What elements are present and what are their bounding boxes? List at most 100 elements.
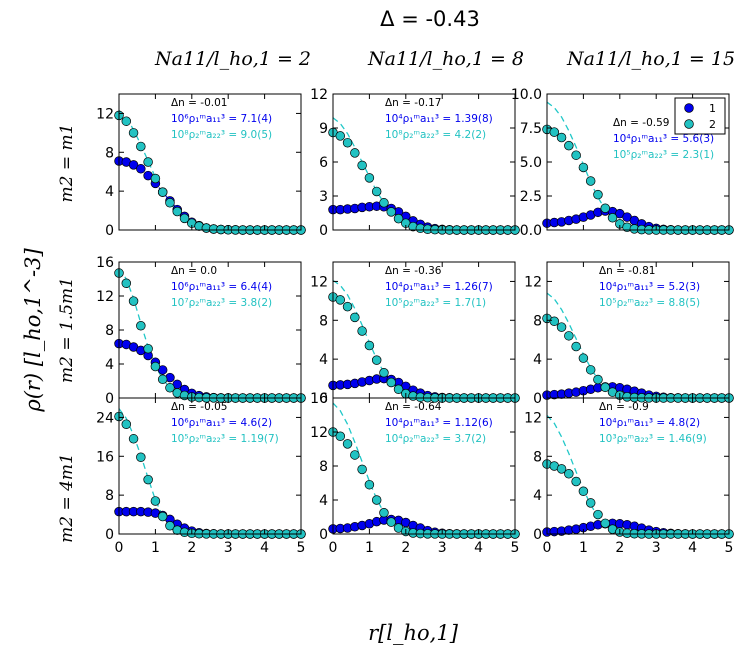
point-series-2 — [121, 419, 132, 429]
point-series-2 — [172, 206, 182, 217]
y-tick-label: 3 — [319, 189, 328, 205]
annotation-delta-n: Δn = -0.36 — [385, 265, 442, 277]
point-series-2 — [335, 131, 346, 141]
point-series-1 — [128, 160, 139, 170]
y-tick-label: 12 — [524, 410, 542, 426]
fit-line-1 — [118, 159, 301, 231]
x-tick-label: 2 — [401, 540, 410, 556]
annotation-delta-n: Δn = -0.81 — [599, 265, 655, 277]
y-tick-label: 0 — [533, 527, 542, 543]
annotation-rho2: 10³ρ₂ᵐa₂₂³ = 1.46(9) — [599, 433, 707, 445]
point-series-2 — [564, 469, 574, 479]
point-series-2 — [128, 128, 139, 138]
x-tick-label: 3 — [224, 540, 233, 556]
y-tick-label: 24 — [96, 410, 114, 426]
y-tick-label: 8 — [319, 459, 328, 475]
y-tick-label: 12 — [524, 274, 542, 290]
plot-frame — [546, 397, 730, 535]
point-series-2 — [571, 476, 581, 487]
point-series-2 — [150, 361, 161, 372]
point-series-2 — [143, 474, 153, 485]
col-title-2: Na11/l_ho,1 = 8 — [367, 48, 524, 70]
point-series-2 — [165, 520, 175, 531]
x-tick-label: 5 — [725, 540, 734, 556]
y-tick-label: 16 — [96, 449, 114, 465]
y-tick-label: 0.0 — [520, 223, 542, 239]
annotation-rho2: 10⁴ρ₂ᵐa₂₂³ = 3.7(2) — [385, 433, 486, 445]
annotation-delta-n: Δn = -0.59 — [613, 117, 669, 129]
panel-r1-c2: 0 3 6 9 12 Δn = -0.17 10⁴ρ₁ᵐa₁₁³ = 1.39(8) 10⁸ρ… — [310, 87, 520, 239]
y-tick-label: 9 — [319, 121, 328, 137]
y-tick-label: 16 — [96, 255, 114, 271]
annotation-delta-n: Δn = -0.64 — [385, 401, 442, 413]
y-tick-label: 10.0 — [511, 87, 542, 103]
point-series-2 — [342, 137, 353, 148]
point-series-2 — [593, 189, 603, 200]
point-series-2 — [593, 509, 603, 520]
annotation-rho1: 10⁶ρ₁ᵐa₁₁³ = 6.4(4) — [171, 281, 272, 293]
y-tick-label: 12 — [96, 106, 114, 122]
y-tick-label: 0 — [319, 391, 328, 407]
point-series-2 — [393, 213, 404, 224]
point-series-2 — [157, 374, 168, 385]
y-tick-label: 0 — [105, 527, 114, 543]
point-series-2 — [386, 207, 396, 217]
point-series-2 — [379, 508, 389, 518]
panel-r1-c1: 0 4 8 12 Δn = -0.01 10⁶ρ₁ᵐa₁₁³ = 7.1(4) 10⁸ρ₂ᵐ… — [96, 93, 306, 239]
point-series-2 — [342, 301, 353, 312]
y-tick-label: 0 — [105, 223, 114, 239]
point-series-2 — [556, 132, 567, 143]
point-series-2 — [128, 434, 139, 444]
y-tick-label: 8 — [105, 145, 114, 161]
legend-label-1: 1 — [709, 102, 716, 115]
annotation-delta-n: Δn = -0.9 — [599, 401, 649, 413]
point-series-2 — [371, 355, 382, 365]
y-tick-label: 4 — [319, 493, 328, 509]
legend-marker-2 — [684, 119, 694, 129]
y-tick-label: 5.0 — [520, 155, 542, 171]
point-series-2 — [357, 464, 367, 475]
point-series-2 — [607, 213, 618, 223]
x-tick-label: 1 — [365, 540, 374, 556]
x-tick-label: 1 — [151, 540, 160, 556]
point-series-2 — [386, 517, 396, 527]
point-series-2 — [150, 173, 161, 184]
point-series-2 — [379, 367, 389, 378]
legend-label-2: 2 — [709, 118, 716, 131]
point-series-2 — [357, 160, 367, 171]
annotation-rho2: 10⁵ρ₂ᵐa₂₂³ = 8.8(5) — [599, 297, 700, 309]
y-tick-label: 12 — [310, 425, 328, 441]
point-series-2 — [578, 486, 589, 497]
y-tick-label: 4 — [533, 352, 542, 368]
col-title-1: Na11/l_ho,1 = 2 — [154, 48, 311, 70]
point-series-2 — [564, 140, 574, 151]
point-series-2 — [121, 116, 132, 126]
annotation-rho2: 10⁵ρ₂ᵐa₂₂³ = 1.7(1) — [385, 297, 486, 309]
x-tick-label: 2 — [187, 540, 196, 556]
panel-r2-c2: 0 4 8 12 Δn = -0.36 10⁴ρ₁ᵐa₁₁³ = 1.26(7) 10⁵ρ₂… — [310, 261, 520, 407]
x-tick-label: 4 — [688, 540, 697, 556]
point-series-2 — [371, 186, 382, 197]
point-series-2 — [350, 312, 360, 323]
point-series-2 — [179, 213, 190, 224]
annotation-rho1: 10⁴ρ₁ᵐa₁₁³ = 5.6(3) — [613, 133, 714, 145]
annotation-rho2: 10⁵ρ₂ᵐa₂₂³ = 2.3(1) — [613, 149, 714, 161]
point-series-2 — [564, 331, 574, 341]
point-series-2 — [600, 518, 610, 529]
y-tick-label: 4 — [105, 357, 114, 373]
point-series-2 — [578, 162, 589, 173]
point-series-2 — [121, 278, 132, 289]
y-tick-label: 12 — [310, 87, 328, 103]
plot-frame — [118, 397, 302, 535]
annotation-delta-n: Δn = 0.0 — [171, 265, 217, 277]
point-series-2 — [136, 452, 146, 463]
point-series-2 — [549, 127, 560, 137]
point-series-2 — [150, 496, 161, 506]
x-axis-label: r[l_ho,1] — [368, 621, 459, 645]
point-series-2 — [600, 382, 610, 393]
annotation-rho1: 10⁴ρ₁ᵐa₁₁³ = 1.39(8) — [385, 113, 493, 125]
point-series-2 — [600, 203, 610, 213]
y-tick-label: 8 — [105, 488, 114, 504]
point-series-2 — [585, 365, 596, 375]
